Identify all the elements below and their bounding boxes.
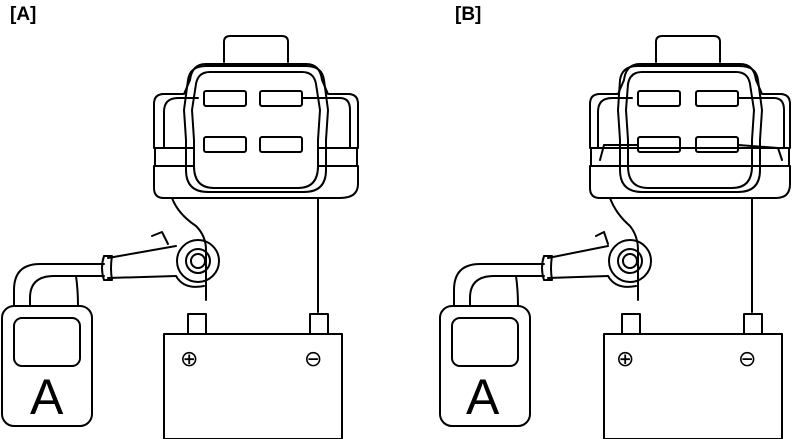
meter-lead-b <box>453 263 545 307</box>
pin-b4 <box>695 136 739 153</box>
ammeter-b-letter: A <box>466 369 500 425</box>
battery-b-plus: ⊕ <box>616 347 634 372</box>
lead-wire-b-plus <box>609 197 639 301</box>
ammeter-b: A <box>439 305 531 427</box>
ammeter-a: A <box>1 305 93 427</box>
jumper-wire-b-bottom <box>599 144 783 161</box>
panel-a-label: [A] <box>10 4 37 25</box>
pin-a3 <box>203 136 247 153</box>
battery-a-plus: ⊕ <box>180 347 198 372</box>
pin-b3 <box>637 136 681 153</box>
battery-b-minus: ⊖ <box>738 347 756 372</box>
clamp-a <box>101 231 220 288</box>
connector-b <box>589 35 791 199</box>
jumper-wire-b-top <box>597 97 785 149</box>
ammeter-a-letter: A <box>30 369 64 425</box>
battery-a-minus: ⊖ <box>304 347 322 372</box>
battery-b: ⊕ ⊖ <box>603 313 783 439</box>
clamp-b <box>541 231 652 288</box>
connector-a <box>153 35 359 199</box>
lead-wire-a-plus <box>171 197 207 301</box>
pin-a1 <box>203 90 247 107</box>
jumper-wire-a <box>163 97 351 149</box>
pin-b2 <box>695 90 739 107</box>
panel-a: A ⊕ ⊖ <box>1 35 359 439</box>
pin-a4 <box>259 136 303 153</box>
panel-b: A ⊕ ⊖ <box>439 35 791 439</box>
panel-b-label: [B] <box>455 4 482 25</box>
pin-b1 <box>637 90 681 107</box>
meter-lead-a <box>13 263 105 307</box>
battery-a: ⊕ ⊖ <box>163 313 343 439</box>
